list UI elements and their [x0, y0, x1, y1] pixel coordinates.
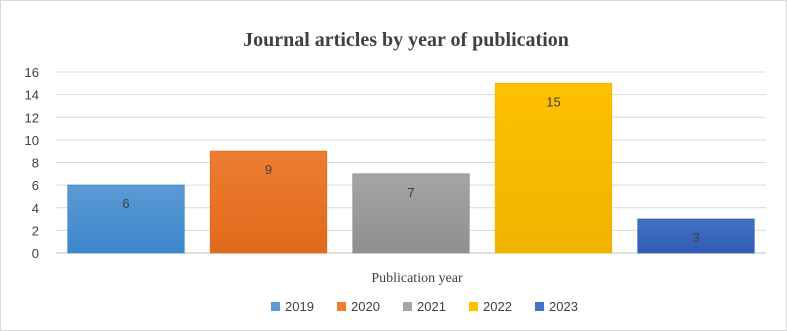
data-label-2021: 7 [407, 185, 414, 200]
legend-label-2020: 2020 [351, 299, 380, 314]
legend-swatch-2021 [403, 302, 412, 311]
legend-swatch-2023 [535, 302, 544, 311]
y-tick-label: 14 [25, 88, 39, 103]
y-tick-label: 12 [25, 110, 39, 125]
legend-label-2023: 2023 [549, 299, 578, 314]
y-tick-label: 2 [32, 223, 39, 238]
y-tick-label: 4 [32, 201, 39, 216]
data-label-2020: 9 [265, 162, 272, 177]
y-tick-label: 0 [32, 246, 39, 261]
y-tick-label: 16 [25, 65, 39, 80]
data-label-2023: 3 [692, 230, 699, 245]
bar-2019 [67, 184, 185, 254]
legend-swatch-2019 [271, 302, 280, 311]
bar-2023 [637, 218, 755, 254]
y-tick-label: 10 [25, 133, 39, 148]
y-tick-label: 8 [32, 156, 39, 171]
data-labels: 6 9 7 15 3 [122, 94, 699, 245]
data-label-2022: 15 [546, 94, 560, 109]
legend-swatch-2022 [469, 302, 478, 311]
bar-2022 [494, 82, 613, 254]
bar-2020 [209, 150, 328, 254]
legend-label-2022: 2022 [483, 299, 512, 314]
chart-title: Journal articles by year of publication [243, 29, 569, 51]
legend-label-2019: 2019 [285, 299, 314, 314]
y-tick-label: 6 [32, 178, 39, 193]
legend: 2019 2020 2021 2022 2023 [271, 299, 578, 314]
x-axis-label: Publication year [371, 271, 463, 286]
bars [67, 82, 755, 254]
bar-2021 [352, 173, 470, 254]
legend-label-2021: 2021 [417, 299, 446, 314]
y-axis-ticks: 0 2 4 6 8 10 12 14 16 [25, 65, 39, 261]
data-label-2019: 6 [122, 196, 129, 211]
legend-swatch-2020 [337, 302, 346, 311]
